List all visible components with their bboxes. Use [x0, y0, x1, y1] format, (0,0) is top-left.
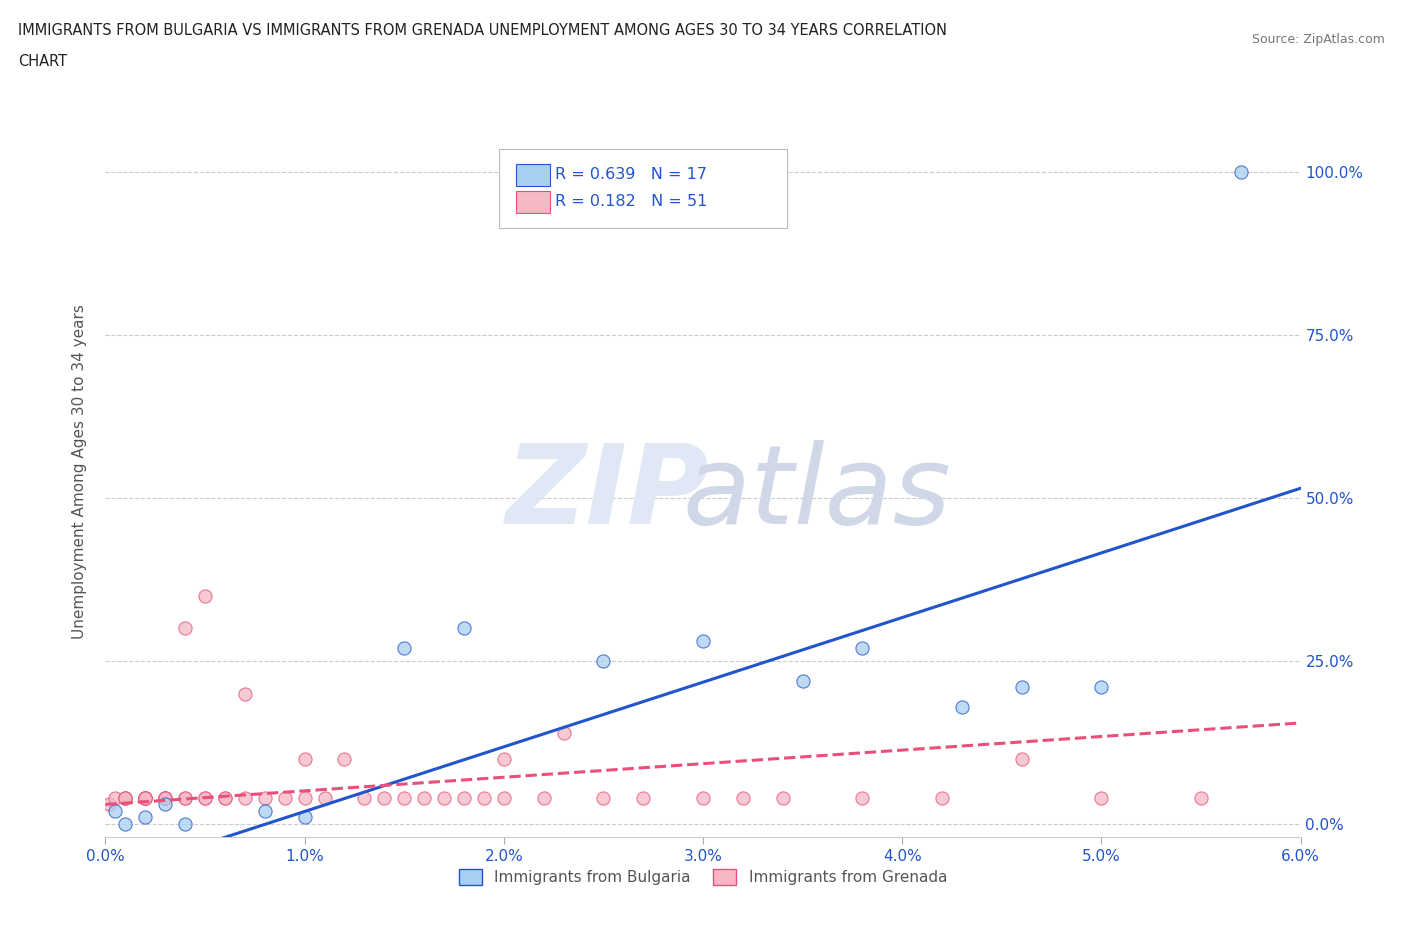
Text: R = 0.182   N = 51: R = 0.182 N = 51 — [555, 194, 707, 209]
Point — [233, 790, 256, 805]
Point — [633, 790, 655, 805]
Text: ZIP: ZIP — [506, 441, 709, 548]
Point — [373, 790, 395, 805]
Point — [134, 790, 156, 805]
Point — [294, 810, 316, 825]
Point — [333, 751, 356, 766]
Text: Source: ZipAtlas.com: Source: ZipAtlas.com — [1251, 33, 1385, 46]
Point — [98, 797, 121, 812]
Point — [134, 790, 156, 805]
Point — [1090, 790, 1112, 805]
Point — [253, 804, 276, 818]
Text: R = 0.639   N = 17: R = 0.639 N = 17 — [555, 167, 707, 182]
Point — [114, 817, 136, 831]
Point — [174, 790, 197, 805]
Point — [692, 790, 714, 805]
Point — [772, 790, 794, 805]
Y-axis label: Unemployment Among Ages 30 to 34 years: Unemployment Among Ages 30 to 34 years — [72, 304, 87, 640]
Point — [134, 790, 156, 805]
Point — [492, 790, 515, 805]
Point — [153, 790, 177, 805]
Point — [214, 790, 236, 805]
Point — [294, 751, 316, 766]
Point — [453, 621, 475, 636]
Point — [174, 817, 197, 831]
Point — [931, 790, 953, 805]
Point — [153, 797, 177, 812]
Point — [453, 790, 475, 805]
Point — [233, 686, 256, 701]
Point — [353, 790, 375, 805]
Point — [592, 790, 614, 805]
Point — [533, 790, 555, 805]
Point — [294, 790, 316, 805]
Point — [413, 790, 436, 805]
Point — [492, 751, 515, 766]
Point — [592, 654, 614, 669]
Point — [692, 634, 714, 649]
Point — [1189, 790, 1212, 805]
Point — [392, 790, 416, 805]
Point — [194, 790, 217, 805]
Point — [114, 790, 136, 805]
Point — [851, 641, 873, 656]
Point — [1229, 165, 1253, 179]
Point — [1090, 680, 1112, 695]
Point — [273, 790, 295, 805]
Point — [792, 673, 814, 688]
Point — [433, 790, 456, 805]
Point — [950, 699, 973, 714]
Point — [851, 790, 873, 805]
Point — [392, 641, 416, 656]
Point — [194, 589, 217, 604]
Point — [114, 790, 136, 805]
Point — [134, 790, 156, 805]
Point — [253, 790, 276, 805]
Text: IMMIGRANTS FROM BULGARIA VS IMMIGRANTS FROM GRENADA UNEMPLOYMENT AMONG AGES 30 T: IMMIGRANTS FROM BULGARIA VS IMMIGRANTS F… — [18, 23, 948, 38]
Point — [153, 790, 177, 805]
Point — [553, 725, 575, 740]
Point — [153, 790, 177, 805]
Point — [1011, 680, 1033, 695]
Text: atlas: atlas — [682, 441, 950, 548]
Point — [134, 790, 156, 805]
Point — [174, 790, 197, 805]
Point — [214, 790, 236, 805]
Point — [314, 790, 336, 805]
Point — [104, 790, 127, 805]
Point — [731, 790, 754, 805]
Point — [153, 790, 177, 805]
Point — [134, 810, 156, 825]
Text: CHART: CHART — [18, 54, 67, 69]
Point — [472, 790, 495, 805]
Point — [114, 790, 136, 805]
Legend: Immigrants from Bulgaria, Immigrants from Grenada: Immigrants from Bulgaria, Immigrants fro… — [453, 863, 953, 892]
Point — [194, 790, 217, 805]
Point — [1011, 751, 1033, 766]
Point — [174, 621, 197, 636]
Point — [104, 804, 127, 818]
